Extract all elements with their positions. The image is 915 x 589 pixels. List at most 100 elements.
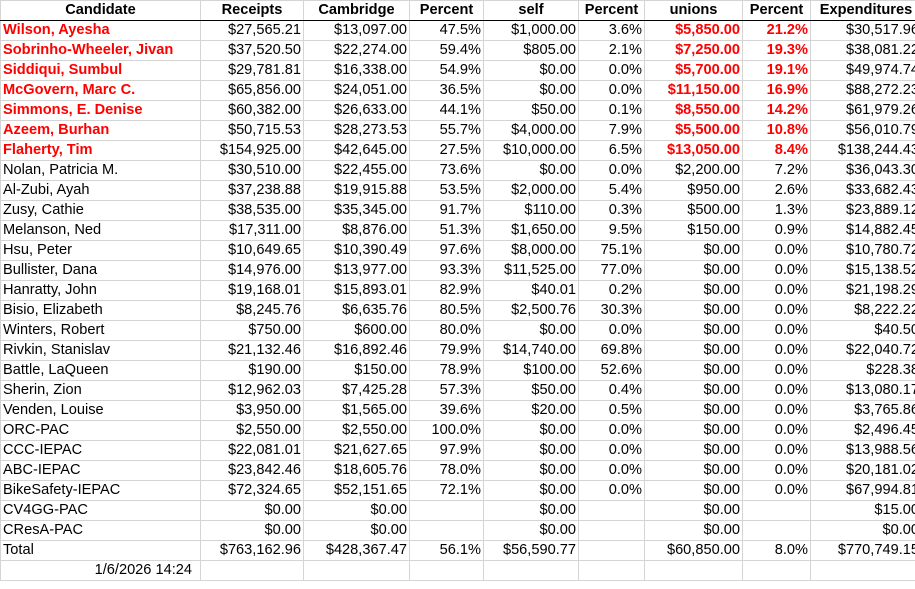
cell-unions-percent[interactable]: 0.0% xyxy=(742,360,811,381)
cell-candidate[interactable]: Bullister, Dana xyxy=(0,260,201,281)
cell-self[interactable]: $8,000.00 xyxy=(483,240,579,261)
cell-cambridge[interactable]: $28,273.53 xyxy=(303,120,410,141)
cell-expenditures[interactable]: $15.00 xyxy=(810,500,915,521)
cell-self[interactable]: $0.00 xyxy=(483,80,579,101)
cell-expenditures[interactable]: $14,882.45 xyxy=(810,220,915,241)
cell-cambridge[interactable]: $16,892.46 xyxy=(303,340,410,361)
cell-self[interactable]: $1,650.00 xyxy=(483,220,579,241)
cell-unions[interactable]: $0.00 xyxy=(644,320,743,341)
cell-receipts[interactable]: $65,856.00 xyxy=(200,80,304,101)
cell-unions-percent[interactable]: 8.4% xyxy=(742,140,811,161)
cell-cambridge-percent[interactable]: 82.9% xyxy=(409,280,484,301)
cell-candidate[interactable]: Battle, LaQueen xyxy=(0,360,201,381)
cell-unions[interactable]: $0.00 xyxy=(644,380,743,401)
cell-receipts[interactable]: Receipts xyxy=(200,0,304,21)
cell-receipts[interactable]: $3,950.00 xyxy=(200,400,304,421)
cell-receipts[interactable]: $30,510.00 xyxy=(200,160,304,181)
cell-candidate[interactable]: Venden, Louise xyxy=(0,400,201,421)
cell-self[interactable]: $0.00 xyxy=(483,520,579,541)
cell-receipts[interactable]: $27,565.21 xyxy=(200,20,304,41)
empty-cell[interactable] xyxy=(200,560,304,581)
cell-unions[interactable]: $2,200.00 xyxy=(644,160,743,181)
cell-candidate[interactable]: Hsu, Peter xyxy=(0,240,201,261)
cell-cambridge[interactable]: $18,605.76 xyxy=(303,460,410,481)
cell-self[interactable]: $0.00 xyxy=(483,160,579,181)
cell-receipts[interactable]: $37,238.88 xyxy=(200,180,304,201)
cell-unions[interactable]: $0.00 xyxy=(644,520,743,541)
cell-expenditures[interactable]: $228.38 xyxy=(810,360,915,381)
cell-cambridge[interactable]: $35,345.00 xyxy=(303,200,410,221)
cell-candidate[interactable]: Total xyxy=(0,540,201,561)
cell-candidate[interactable]: CV4GG-PAC xyxy=(0,500,201,521)
cell-candidate[interactable]: Wilson, Ayesha xyxy=(0,20,201,41)
cell-self[interactable]: $50.00 xyxy=(483,380,579,401)
cell-unions-percent[interactable]: 0.0% xyxy=(742,340,811,361)
cell-self[interactable]: $0.00 xyxy=(483,60,579,81)
cell-candidate[interactable]: Azeem, Burhan xyxy=(0,120,201,141)
cell-self[interactable]: $50.00 xyxy=(483,100,579,121)
cell-cambridge[interactable]: $0.00 xyxy=(303,500,410,521)
cell-unions-percent[interactable]: Percent xyxy=(742,0,811,21)
cell-cambridge[interactable]: $1,565.00 xyxy=(303,400,410,421)
cell-unions-percent[interactable]: 0.0% xyxy=(742,300,811,321)
cell-cambridge[interactable]: $19,915.88 xyxy=(303,180,410,201)
cell-expenditures[interactable]: $13,988.56 xyxy=(810,440,915,461)
cell-expenditures[interactable]: $3,765.86 xyxy=(810,400,915,421)
cell-candidate[interactable]: Simmons, E. Denise xyxy=(0,100,201,121)
cell-cambridge[interactable]: $42,645.00 xyxy=(303,140,410,161)
cell-cambridge-percent[interactable] xyxy=(409,520,484,541)
empty-cell[interactable] xyxy=(303,560,410,581)
cell-self-percent[interactable] xyxy=(578,500,645,521)
cell-unions[interactable]: $7,250.00 xyxy=(644,40,743,61)
cell-unions[interactable]: $0.00 xyxy=(644,360,743,381)
empty-cell[interactable] xyxy=(578,560,645,581)
cell-unions-percent[interactable]: 2.6% xyxy=(742,180,811,201)
cell-unions[interactable]: $5,850.00 xyxy=(644,20,743,41)
cell-cambridge[interactable]: $2,550.00 xyxy=(303,420,410,441)
cell-receipts[interactable]: $60,382.00 xyxy=(200,100,304,121)
cell-cambridge[interactable]: $52,151.65 xyxy=(303,480,410,501)
cell-cambridge[interactable]: $6,635.76 xyxy=(303,300,410,321)
cell-self-percent[interactable]: 2.1% xyxy=(578,40,645,61)
cell-self[interactable]: $100.00 xyxy=(483,360,579,381)
cell-receipts[interactable]: $72,324.65 xyxy=(200,480,304,501)
cell-cambridge-percent[interactable]: 27.5% xyxy=(409,140,484,161)
cell-expenditures[interactable]: $38,081.22 xyxy=(810,40,915,61)
cell-unions[interactable]: $0.00 xyxy=(644,300,743,321)
cell-receipts[interactable]: $2,550.00 xyxy=(200,420,304,441)
cell-unions[interactable]: $0.00 xyxy=(644,460,743,481)
cell-unions[interactable]: $0.00 xyxy=(644,480,743,501)
cell-candidate[interactable]: McGovern, Marc C. xyxy=(0,80,201,101)
cell-cambridge-percent[interactable]: 91.7% xyxy=(409,200,484,221)
cell-unions[interactable]: $0.00 xyxy=(644,240,743,261)
cell-unions-percent[interactable]: 0.0% xyxy=(742,460,811,481)
cell-unions[interactable]: $0.00 xyxy=(644,500,743,521)
cell-cambridge-percent[interactable]: 55.7% xyxy=(409,120,484,141)
cell-unions-percent[interactable]: 8.0% xyxy=(742,540,811,561)
cell-candidate[interactable]: ABC-IEPAC xyxy=(0,460,201,481)
cell-unions-percent[interactable]: 21.2% xyxy=(742,20,811,41)
cell-candidate[interactable]: Winters, Robert xyxy=(0,320,201,341)
cell-candidate[interactable]: Sherin, Zion xyxy=(0,380,201,401)
cell-candidate[interactable]: BikeSafety-IEPAC xyxy=(0,480,201,501)
cell-self[interactable]: $0.00 xyxy=(483,460,579,481)
cell-receipts[interactable]: $763,162.96 xyxy=(200,540,304,561)
cell-expenditures[interactable]: $61,979.26 xyxy=(810,100,915,121)
cell-candidate[interactable]: Candidate xyxy=(0,0,201,21)
cell-expenditures[interactable]: $2,496.45 xyxy=(810,420,915,441)
cell-expenditures[interactable]: $0.00 xyxy=(810,520,915,541)
cell-cambridge-percent[interactable]: 36.5% xyxy=(409,80,484,101)
cell-expenditures[interactable]: $49,974.74 xyxy=(810,60,915,81)
cell-self-percent[interactable]: 0.3% xyxy=(578,200,645,221)
cell-self[interactable]: $1,000.00 xyxy=(483,20,579,41)
empty-cell[interactable] xyxy=(483,560,579,581)
cell-self-percent[interactable]: 3.6% xyxy=(578,20,645,41)
cell-unions-percent[interactable]: 10.8% xyxy=(742,120,811,141)
cell-candidate[interactable]: Bisio, Elizabeth xyxy=(0,300,201,321)
cell-cambridge[interactable]: $600.00 xyxy=(303,320,410,341)
cell-receipts[interactable]: $190.00 xyxy=(200,360,304,381)
cell-unions-percent[interactable]: 0.0% xyxy=(742,280,811,301)
cell-receipts[interactable]: $750.00 xyxy=(200,320,304,341)
cell-receipts[interactable]: $8,245.76 xyxy=(200,300,304,321)
cell-expenditures[interactable]: $23,889.12 xyxy=(810,200,915,221)
